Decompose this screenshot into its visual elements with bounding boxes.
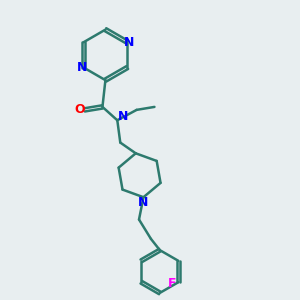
Text: N: N — [77, 61, 87, 74]
Text: N: N — [138, 196, 148, 209]
Text: F: F — [168, 277, 176, 290]
Text: N: N — [124, 36, 134, 49]
Text: O: O — [74, 103, 85, 116]
Text: N: N — [118, 110, 128, 123]
